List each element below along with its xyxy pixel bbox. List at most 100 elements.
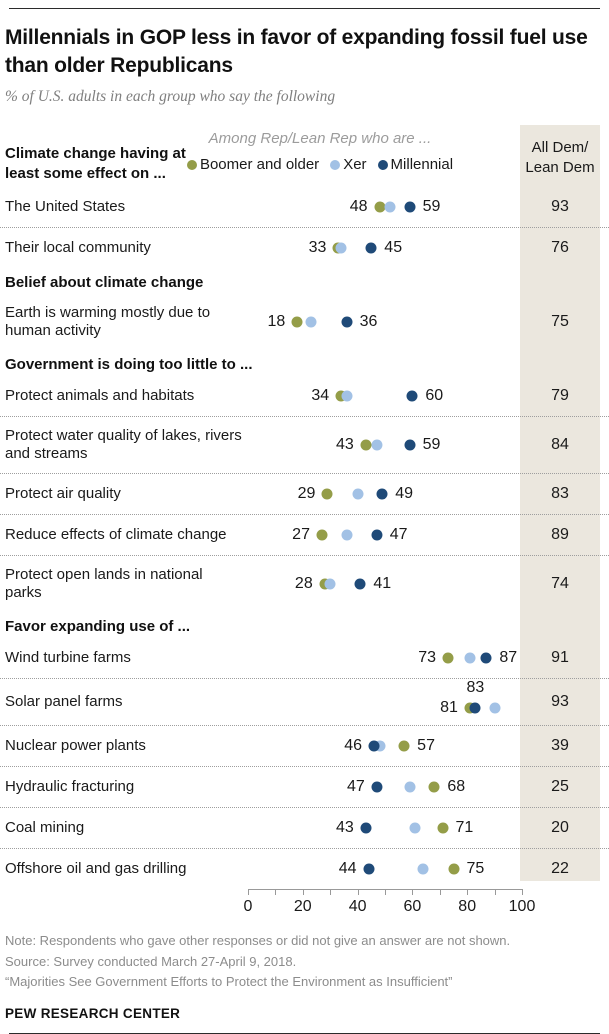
legend-items: Boomer and older Xer Millennial xyxy=(186,156,454,174)
row-plot: 47 68 xyxy=(248,767,522,807)
row-label: The United States xyxy=(5,198,126,216)
chart-row: Solar panel farms 81 83 93 xyxy=(0,679,609,727)
value-label: 71 xyxy=(455,819,474,837)
dem-value: 25 xyxy=(551,778,569,796)
dot-millennial xyxy=(368,740,380,752)
x-axis-tick xyxy=(522,890,523,896)
dot-xer xyxy=(464,652,476,664)
value-label: 34 xyxy=(311,387,330,405)
row-label: Wind turbine farms xyxy=(5,649,131,667)
note-line: Note: Respondents who gave other respons… xyxy=(5,933,511,949)
legend-item-millennial: Millennial xyxy=(377,156,454,174)
group-header-row: Belief about climate change xyxy=(0,268,609,294)
dem-value: 74 xyxy=(551,575,569,593)
x-axis-line xyxy=(248,889,523,891)
chart-row: Their local community 33 45 76 xyxy=(0,228,609,268)
x-axis-label: 100 xyxy=(508,898,536,916)
row-label: Earth is warming mostly due to human act… xyxy=(5,303,211,340)
dem-value: 20 xyxy=(551,819,569,837)
value-label: 27 xyxy=(292,526,310,544)
group-header-row: Favor expanding use of ... xyxy=(0,612,609,638)
dot-xer xyxy=(409,822,421,834)
chart-rows: The United States 48 59 93 Their local commu… xyxy=(0,187,609,889)
group-header: Favor expanding use of ... xyxy=(5,618,191,636)
value-label: 43 xyxy=(336,436,354,454)
x-axis: 0 20 40 60 80 100 xyxy=(0,889,609,921)
brand: PEW RESEARCH CENTER xyxy=(5,1005,181,1021)
value-label: 49 xyxy=(395,485,414,503)
chart-row: Earth is warming mostly due to human act… xyxy=(0,294,609,350)
left-group-heading: Climate change having at least some effe… xyxy=(5,144,186,183)
source-line: Source: Survey conducted March 27-April … xyxy=(5,953,297,969)
row-plot: 43 59 xyxy=(248,417,522,473)
group-header-row: Government is doing too little to ... xyxy=(0,350,609,376)
dot-xer xyxy=(489,702,501,714)
legend-label: Millennial xyxy=(390,156,454,174)
chart-row: Coal mining 43 71 20 xyxy=(0,808,609,850)
row-label: Offshore oil and gas drilling xyxy=(5,860,187,878)
value-label: 87 xyxy=(499,649,518,667)
value-label: 68 xyxy=(447,778,466,796)
legend-label: Xer xyxy=(343,156,367,174)
row-plot: 28 41 xyxy=(248,556,522,612)
value-label: 45 xyxy=(384,239,403,257)
dem-value: 93 xyxy=(551,198,569,216)
x-axis-tick xyxy=(385,890,386,896)
dem-value: 75 xyxy=(551,313,569,331)
value-label: 47 xyxy=(346,778,365,796)
row-plot: 29 49 xyxy=(248,474,522,514)
x-axis-tick xyxy=(275,890,277,896)
legend: Among Rep/Lean Rep who are ... Boomer an… xyxy=(186,130,454,174)
legend-label: Boomer and older xyxy=(199,156,320,174)
x-axis-tick xyxy=(467,890,469,896)
chart-row: Reduce effects of climate change 27 47 89 xyxy=(0,515,609,557)
value-label: 57 xyxy=(417,737,435,755)
footer-notes: Note: Respondents who gave other respons… xyxy=(5,931,600,991)
value-label: 43 xyxy=(336,819,354,837)
chart-row: Protect water quality of lakes, rivers a… xyxy=(0,417,609,475)
dot-millennial xyxy=(365,242,377,254)
boomer-dot-icon xyxy=(186,159,197,170)
dot-millennial xyxy=(404,439,416,451)
chart-row: Protect open lands in national parks 28 41… xyxy=(0,556,609,612)
chart-row: Offshore oil and gas drilling 44 75 22 xyxy=(0,849,609,889)
value-label: 46 xyxy=(344,737,363,755)
value-label: 41 xyxy=(373,575,392,593)
value-label: 36 xyxy=(359,313,378,331)
chart-row: Protect animals and habitats 34 60 79 xyxy=(0,376,609,418)
value-label: 29 xyxy=(297,485,316,503)
dem-column-header: All Dem/ Lean Dem xyxy=(519,138,601,177)
chart-subtitle: % of U.S. adults in each group who say t… xyxy=(5,88,336,106)
top-rule xyxy=(9,8,600,9)
row-label: Hydraulic fracturing xyxy=(5,778,135,796)
chart-row: Hydraulic fracturing 47 68 25 xyxy=(0,767,609,809)
row-label: Protect open lands in national parks xyxy=(5,565,203,602)
value-label: 83 xyxy=(466,679,485,697)
value-label: 44 xyxy=(338,860,357,878)
x-axis-tick xyxy=(412,890,414,896)
value-label: 48 xyxy=(349,198,368,216)
dot-xer xyxy=(404,781,416,793)
dot-boomer xyxy=(291,316,303,328)
row-plot: 46 57 xyxy=(248,726,522,766)
dot-xer xyxy=(341,529,353,541)
dot-xer xyxy=(305,316,317,328)
dot-plot-chart: Climate change having at least some effe… xyxy=(0,125,609,921)
x-axis-label: 80 xyxy=(458,898,477,916)
value-label: 18 xyxy=(267,313,286,331)
dem-value: 93 xyxy=(551,693,569,711)
legend-item-boomer: Boomer and older xyxy=(186,156,320,174)
dot-millennial xyxy=(371,529,383,541)
x-axis-tick xyxy=(330,890,332,896)
row-label: Nuclear power plants xyxy=(5,737,146,755)
x-axis-label: 0 xyxy=(243,898,253,916)
dot-xer xyxy=(384,201,396,213)
value-label: 33 xyxy=(308,239,327,257)
x-axis-tick xyxy=(357,890,359,896)
dem-header-line1: All Dem/ xyxy=(531,139,589,157)
dem-column-background xyxy=(520,125,600,882)
legend-context: Among Rep/Lean Rep who are ... xyxy=(208,130,432,148)
row-plot: 81 83 xyxy=(248,679,522,725)
dot-millennial xyxy=(406,390,418,402)
chart-row: The United States 48 59 93 xyxy=(0,187,609,229)
